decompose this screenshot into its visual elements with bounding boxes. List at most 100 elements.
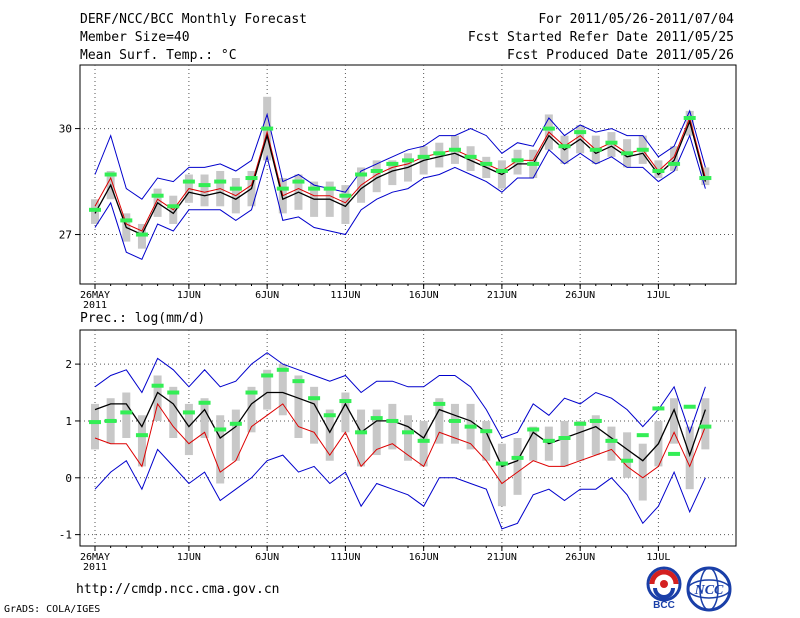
- panel-1: 26MAY 1JUN 6JUN 11JUN 16JUN 21JUN 26JUN 1JUL 201…: [59, 64, 737, 311]
- climatology-marker: [308, 396, 321, 401]
- climatology-marker: [245, 176, 258, 181]
- climatology-marker: [89, 207, 101, 212]
- climatology-marker: [151, 383, 164, 388]
- ensemble-box: [357, 409, 366, 467]
- series-ensemble-min: [94, 448, 706, 530]
- ensemble-box: [153, 375, 162, 421]
- member-size: Member Size=40: [80, 30, 190, 45]
- ensemble-box: [169, 386, 178, 438]
- climatology-marker: [276, 367, 289, 372]
- climatology-marker: [402, 158, 414, 163]
- climatology-marker: [135, 232, 148, 237]
- precip-title: Prec.: log(mm/d): [80, 311, 205, 326]
- panel-2: 26MAY 1JUN 6JUN 11JUN 16JUN 21JUN 26JUN 1JUL201…: [59, 329, 737, 573]
- ensemble-box: [137, 415, 146, 467]
- ensemble-box: [450, 403, 459, 444]
- climatology-marker: [370, 168, 383, 173]
- climatology-marker: [464, 154, 477, 159]
- climatology-marker: [636, 433, 649, 438]
- x-tick-label: 1JUN: [177, 552, 201, 563]
- forecast-period: For 2011/05/26-2011/07/04: [538, 12, 734, 27]
- climatology-marker: [167, 204, 180, 209]
- climatology-marker: [605, 438, 618, 443]
- climatology-marker: [104, 172, 117, 177]
- climatology-marker: [214, 427, 227, 432]
- climatology-marker: [229, 421, 242, 426]
- ncc-logo-text: NCC: [694, 583, 724, 598]
- ensemble-box: [560, 420, 569, 467]
- climatology-marker: [527, 427, 540, 432]
- x-tick-label: 26MAY: [80, 290, 110, 301]
- ensemble-box: [372, 160, 381, 193]
- y-tick-label: 1: [65, 415, 72, 428]
- series-inner-line: [94, 116, 706, 232]
- climatology-marker: [683, 115, 696, 120]
- climatology-marker: [261, 126, 274, 131]
- climatology-marker: [135, 433, 148, 438]
- climatology-marker: [214, 179, 227, 184]
- ensemble-box: [231, 409, 240, 461]
- source-url[interactable]: http://cmdp.ncc.cma.gov.cn: [76, 582, 280, 597]
- climatology-marker: [355, 430, 368, 435]
- climatology-marker: [402, 430, 414, 435]
- climatology-marker: [276, 186, 289, 191]
- climatology-marker: [261, 373, 274, 378]
- climatology-marker: [542, 126, 555, 131]
- climatology-marker: [433, 151, 446, 156]
- climatology-marker: [511, 158, 524, 163]
- ensemble-box: [341, 392, 350, 433]
- ensemble-box: [591, 415, 600, 456]
- climatology-marker: [652, 168, 665, 173]
- ensemble-box: [91, 403, 99, 450]
- climatology-marker: [151, 193, 164, 198]
- climatology-marker: [542, 438, 555, 443]
- climatology-marker: [668, 451, 681, 456]
- grads-credit: GrADS: COLA/IGES: [4, 604, 101, 615]
- x-tick-label: 11JUN: [330, 290, 360, 301]
- climatology-marker: [589, 418, 602, 423]
- ensemble-box: [200, 174, 209, 207]
- climatology-marker: [511, 455, 524, 460]
- climatology-marker: [652, 406, 665, 411]
- y-tick-label: -1: [59, 529, 72, 542]
- x-tick-label: 26MAY: [80, 552, 110, 563]
- ensemble-box: [576, 420, 585, 461]
- ensemble-box: [294, 375, 303, 438]
- ensemble-box: [404, 415, 412, 461]
- climatology-marker: [292, 179, 305, 184]
- x-tick-label: 6JUN: [255, 552, 279, 563]
- fcst-started-date: Fcst Started Refer Date 2011/05/25: [467, 30, 734, 45]
- bcc-logo-text: BCC: [653, 600, 675, 610]
- ensemble-box: [497, 443, 506, 507]
- climatology-marker: [370, 416, 383, 421]
- x-tick-label: 1JUL: [646, 290, 670, 301]
- x-tick-label: 16JUN: [409, 552, 439, 563]
- climatology-marker: [323, 413, 336, 418]
- series-ensemble-mean: [94, 391, 707, 468]
- climatology-marker: [339, 193, 352, 198]
- climatology-marker: [574, 421, 587, 426]
- climatology-marker: [574, 130, 587, 135]
- ensemble-box: [419, 420, 428, 467]
- y-tick-label: 27: [59, 229, 72, 242]
- ensemble-box: [701, 398, 710, 450]
- climatology-marker: [386, 161, 399, 166]
- climatology-marker: [668, 161, 681, 166]
- x-tick-label: 21JUN: [487, 552, 517, 563]
- bcc-logo-icon: BCC: [646, 566, 682, 610]
- ensemble-box: [482, 420, 491, 461]
- ensemble-box: [388, 403, 397, 450]
- ensemble-box: [670, 146, 679, 171]
- ensemble-box: [263, 369, 272, 410]
- climatology-marker: [198, 400, 211, 405]
- climatology-marker: [245, 390, 258, 395]
- climatology-marker: [323, 186, 336, 191]
- ensemble-box: [529, 426, 538, 461]
- climatology-marker: [464, 424, 477, 429]
- ncc-logo-icon: NCC: [686, 566, 732, 612]
- ensemble-box: [341, 185, 350, 224]
- climatology-marker: [120, 218, 133, 223]
- fcst-produced-date: Fcst Produced Date 2011/05/26: [507, 48, 734, 63]
- climatology-marker: [636, 147, 649, 152]
- climatology-marker: [355, 172, 368, 177]
